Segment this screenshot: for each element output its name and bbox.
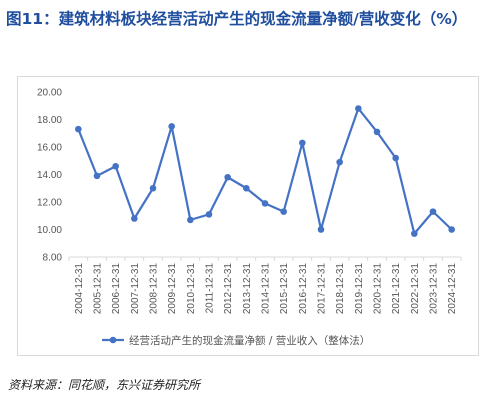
x-tick-label: 2011-12-31: [205, 263, 216, 314]
series-line: [77, 107, 453, 235]
x-tick-label: 2021-12-31: [391, 263, 402, 315]
data-point: [299, 139, 306, 147]
source-note: 资料来源：同花顺，东兴证券研究所: [8, 378, 201, 392]
data-point: [261, 200, 269, 207]
legend-marker-icon: [109, 336, 117, 344]
y-tick-label: 18.00: [37, 115, 62, 126]
chart-title: 图11：建筑材料板块经营活动产生的现金流量净额/营收变化（%）: [6, 10, 468, 28]
x-tick-label: 2013-12-31: [242, 263, 253, 315]
y-tick-label: 20.00: [37, 88, 62, 99]
x-tick-label: 2006-12-31: [111, 263, 122, 315]
legend: 经营活动产生的现金流量净额 / 营业收入（整体法）: [102, 334, 370, 347]
x-tick-label: 2007-12-31: [130, 263, 141, 315]
x-tick-label: 2022-12-31: [410, 263, 421, 315]
x-tick-label: 2004-12-31: [74, 263, 85, 315]
data-point: [168, 123, 175, 130]
x-tick-label: 2010-12-31: [186, 263, 197, 315]
x-tick-label: 2005-12-31: [93, 263, 104, 315]
data-point: [280, 208, 287, 215]
x-tick-label: 2018-12-31: [335, 263, 346, 315]
data-point: [429, 208, 437, 215]
data-point: [75, 125, 82, 133]
data-point: [112, 162, 119, 170]
data-point: [373, 128, 381, 136]
data-point: [149, 184, 157, 192]
chart-area: 20.00 18.00 16.00 14.00 12.00 10.00 8.00 2004-…: [17, 76, 479, 356]
y-tick-label: 14.00: [37, 170, 62, 181]
x-tick-label: 2014-12-31: [261, 263, 272, 315]
x-tick-label: 2016-12-31: [298, 263, 309, 315]
y-tick-label: 10.00: [37, 225, 62, 236]
data-point: [93, 172, 101, 180]
data-point: [336, 158, 343, 166]
x-tick-label: 2008-12-31: [149, 263, 160, 315]
x-tick-label: 2019-12-31: [354, 263, 365, 315]
data-point: [224, 173, 231, 181]
x-tick-label: 2023-12-31: [429, 263, 440, 315]
y-tick-label: 16.00: [37, 143, 62, 154]
x-tick-label: 2020-12-31: [373, 263, 384, 315]
x-tick-label: 2017-12-31: [317, 263, 328, 315]
data-point: [317, 226, 325, 233]
data-point: [243, 184, 250, 192]
data-point: [411, 230, 418, 237]
y-tick-label: 8.00: [43, 253, 63, 264]
data-point: [355, 105, 362, 112]
data-point: [392, 154, 399, 162]
data-point: [205, 211, 213, 218]
line-chart: 20.00 18.00 16.00 14.00 12.00 10.00 8.00 2004-…: [37, 88, 462, 347]
data-point: [187, 216, 194, 224]
x-tick-label: 2012-12-31: [223, 263, 234, 315]
data-point: [448, 226, 455, 233]
y-axis: 20.00 18.00 16.00 14.00 12.00 10.00 8.00: [37, 88, 62, 264]
x-axis: 2004-12-31 2005-12-31 2006-12-31 2007-12-31…: [68, 256, 462, 315]
y-tick-label: 12.00: [37, 198, 62, 209]
x-tick-label: 2009-12-31: [167, 263, 178, 315]
x-tick-label: 2024-12-31: [447, 263, 458, 315]
data-point: [131, 215, 138, 222]
legend-label: 经营活动产生的现金流量净额 / 营业收入（整体法）: [129, 334, 370, 347]
series-line-group: [75, 105, 455, 237]
x-tick-label: 2015-12-31: [279, 263, 290, 315]
